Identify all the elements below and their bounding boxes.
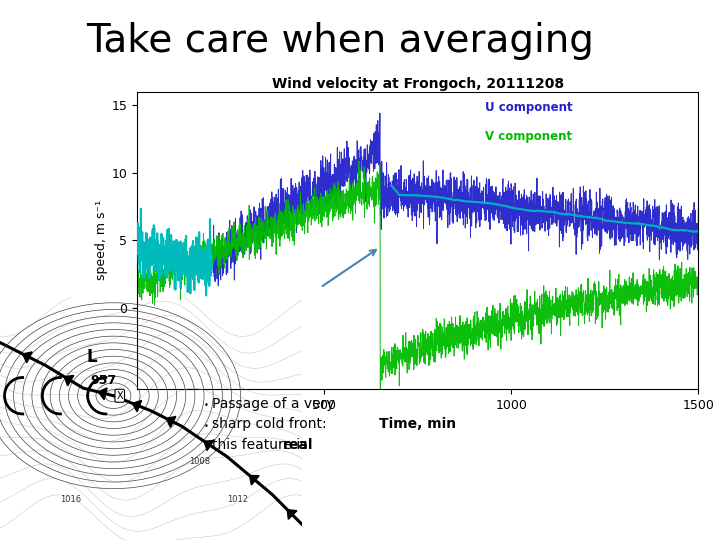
Text: 957: 957: [91, 374, 117, 387]
Text: this feature is: this feature is: [212, 438, 312, 452]
Text: •: •: [204, 422, 209, 431]
Polygon shape: [98, 388, 107, 400]
Polygon shape: [249, 475, 259, 485]
Text: Passage of a very: Passage of a very: [212, 397, 335, 411]
Text: sharp cold front:: sharp cold front:: [212, 417, 327, 431]
Text: Take care when averaging: Take care when averaging: [86, 22, 594, 59]
Y-axis label: speed, m s⁻¹: speed, m s⁻¹: [96, 200, 109, 280]
Text: 1012: 1012: [227, 495, 248, 504]
Text: X: X: [117, 391, 123, 401]
Polygon shape: [287, 510, 297, 519]
Polygon shape: [204, 441, 214, 450]
X-axis label: Time, min: Time, min: [379, 417, 456, 431]
Title: Wind velocity at Frongoch, 20111208: Wind velocity at Frongoch, 20111208: [271, 77, 564, 91]
Text: real: real: [283, 438, 313, 452]
Polygon shape: [64, 375, 74, 386]
Text: 1008: 1008: [189, 457, 210, 466]
Polygon shape: [166, 416, 176, 427]
Text: •: •: [204, 442, 209, 451]
Text: U component: U component: [485, 100, 572, 114]
Polygon shape: [132, 401, 142, 412]
Polygon shape: [23, 352, 32, 363]
Text: •: •: [204, 401, 209, 410]
Text: V component: V component: [485, 130, 572, 144]
Text: L: L: [86, 348, 96, 366]
Text: 1016: 1016: [60, 495, 81, 504]
